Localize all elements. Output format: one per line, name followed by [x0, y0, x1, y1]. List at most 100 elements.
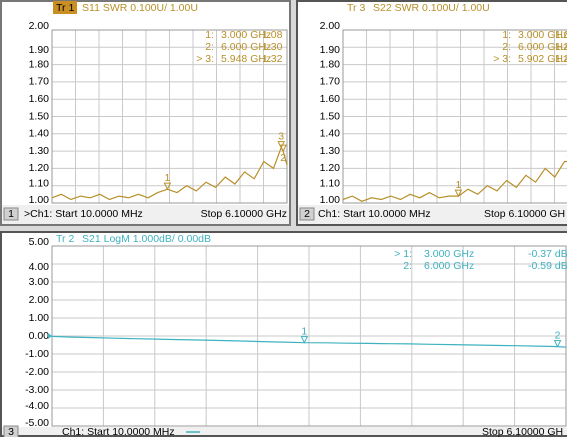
- channel-box: [3, 425, 19, 437]
- marker-triangle: [279, 144, 287, 153]
- y-tick-label: 5.00: [29, 236, 50, 248]
- trace-line: [51, 146, 288, 201]
- marker-tag: 1: [164, 172, 170, 184]
- marker-frequency: 6.000 GHz: [518, 41, 567, 53]
- marker-name: > 3:: [493, 53, 511, 65]
- y-tick-label: 1.20: [320, 162, 341, 174]
- y-tick-label: -2.00: [25, 366, 49, 378]
- footer-stop: Stop 6.10000 GH: [484, 208, 565, 220]
- trace-line: [342, 160, 567, 202]
- marker-value: 1.32: [262, 53, 283, 65]
- footer-bar: [2, 427, 567, 435]
- marker-name: 1:: [205, 29, 214, 41]
- chart-title: S11 SWR 0.100U/ 1.00U: [82, 2, 198, 14]
- y-tick-label: 1.00: [320, 194, 341, 206]
- marker-name: 1:: [502, 29, 511, 41]
- plot-frame: [342, 29, 567, 204]
- y-tick-label: -3.00: [25, 384, 49, 396]
- marker-value: -0.37 dB: [528, 248, 567, 260]
- channel-number: 3: [8, 426, 14, 437]
- y-tick-label: -5.00: [25, 417, 49, 429]
- marker-name: > 3:: [196, 53, 214, 65]
- y-tick-label: 2.00: [29, 294, 50, 306]
- y-tick-label: -1.00: [25, 348, 49, 360]
- marker-triangle: [277, 141, 285, 149]
- marker-name: 2:: [502, 41, 511, 53]
- footer-stop: Stop 6.10000 GH: [482, 426, 563, 437]
- y-tick-label: -4.00: [25, 400, 49, 412]
- trace-label: Tr 1: [56, 2, 74, 14]
- footer-start: >Ch1: Start 10.0000 MHz: [24, 208, 143, 220]
- marker-name: 2:: [403, 260, 412, 272]
- marker-tag: 3: [278, 130, 284, 142]
- y-tick-label: 1.30: [320, 145, 341, 157]
- y-tick-label: 1.70: [29, 76, 50, 88]
- y-tick-label: 1.70: [320, 76, 341, 88]
- marker-frequency: 3.000 GHz: [221, 29, 271, 41]
- marker-triangle: [163, 182, 172, 191]
- marker-value: -0.59 dB: [528, 260, 567, 272]
- y-tick-label: 1.10: [29, 177, 50, 189]
- marker-value: 1.2: [555, 41, 567, 53]
- channel-number: 1: [8, 208, 14, 220]
- marker-frequency: 5.902 GHz: [518, 53, 567, 65]
- y-tick-label: 1.20: [29, 162, 50, 174]
- channel-number: 2: [304, 208, 310, 220]
- y-tick-label: 1.80: [320, 58, 341, 70]
- reference-arrow: [48, 333, 52, 339]
- footer-bar: [2, 205, 289, 224]
- marker-value: 1.30: [262, 41, 283, 53]
- y-tick-label: 1.40: [29, 128, 50, 140]
- footer-bar: [298, 205, 567, 224]
- y-tick-label: 2.00: [29, 20, 50, 32]
- marker-triangle: [300, 336, 309, 344]
- y-tick-label: 1.40: [320, 128, 341, 140]
- plot-frame: [51, 29, 288, 204]
- y-tick-label: 1.60: [29, 93, 50, 105]
- marker-tag: 1: [301, 325, 307, 337]
- marker-frequency: 6.000 GHz: [424, 260, 474, 272]
- marker-frequency: 5.948 GHz: [221, 53, 271, 65]
- marker-frequency: 3.000 GHz: [424, 248, 474, 260]
- y-tick-label: 1.50: [29, 110, 50, 122]
- y-tick-label: 0.00: [29, 330, 50, 342]
- footer-start: Ch1: Start 10.0000 MHz: [62, 426, 175, 437]
- trace-label: Tr 2: [56, 233, 74, 245]
- y-tick-label: 1.90: [320, 44, 341, 56]
- active-trace-box: [53, 1, 77, 14]
- marker-value: 1.2: [555, 53, 567, 65]
- y-tick-label: 4.00: [29, 261, 50, 273]
- y-tick-label: 1.80: [29, 58, 50, 70]
- trace-label: Tr 3: [347, 2, 365, 14]
- trace-line: [51, 335, 567, 348]
- panel: [296, 0, 567, 226]
- channel-box: [299, 207, 315, 221]
- y-tick-label: 1.90: [29, 44, 50, 56]
- marker-tag: 1: [455, 179, 461, 191]
- y-tick-label: 1.00: [29, 312, 50, 324]
- marker-value: 1.0: [555, 29, 567, 41]
- marker-frequency: 6.000 GHz: [221, 41, 271, 53]
- y-tick-label: 1.30: [29, 145, 50, 157]
- marker-triangle: [553, 340, 562, 348]
- panel: [0, 231, 567, 437]
- channel-box: [3, 207, 19, 221]
- y-tick-label: 2.00: [320, 20, 341, 32]
- marker-frequency: 3.000 GHz: [518, 29, 567, 41]
- chart-title: S22 SWR 0.100U/ 1.00U: [373, 2, 490, 14]
- marker-triangle: [454, 189, 463, 198]
- footer-stop: Stop 6.10000 GHz: [201, 208, 287, 220]
- y-tick-label: 3.00: [29, 276, 50, 288]
- marker-value: 1.08: [262, 29, 283, 41]
- marker-name: > 1:: [394, 248, 412, 260]
- y-tick-label: 1.50: [320, 110, 341, 122]
- footer-start: Ch1: Start 10.0000 MHz: [318, 208, 431, 220]
- chart-title: S21 LogM 1.000dB/ 0.00dB: [82, 233, 211, 245]
- marker-tag: 2: [280, 152, 286, 164]
- marker-name: 2:: [205, 41, 214, 53]
- y-tick-label: 1.10: [320, 177, 341, 189]
- marker-tag: 2: [555, 329, 561, 341]
- y-tick-label: 1.00: [29, 194, 50, 206]
